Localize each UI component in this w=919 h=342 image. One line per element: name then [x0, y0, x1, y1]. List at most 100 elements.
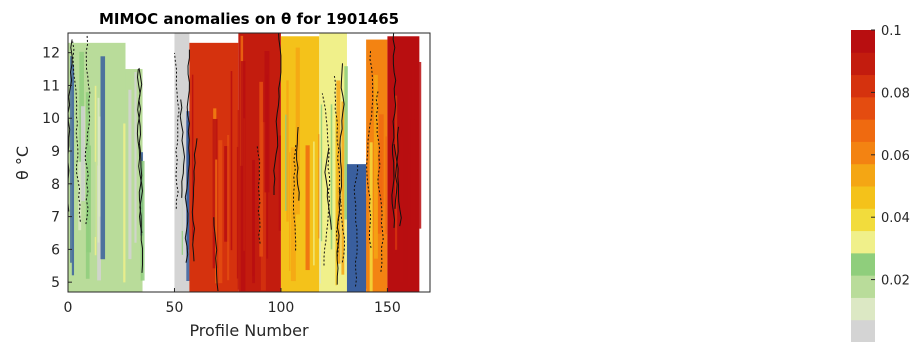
heatmap-cell: [341, 101, 345, 275]
heatmap-cell: [417, 61, 422, 229]
heatmap-block: [125, 69, 145, 292]
colorbar-segment: [851, 186, 875, 209]
heatmap-cell: [140, 160, 145, 281]
colorbar-segment: [851, 297, 875, 321]
contour-line: [324, 147, 332, 230]
contour-line: [256, 145, 261, 244]
x-axis-label: Profile Number: [189, 321, 309, 340]
colorbar-tick-label: 0.04: [881, 211, 910, 226]
heatmap-cell: [227, 134, 230, 281]
x-axis: 0 50 100 150: [64, 288, 401, 316]
heatmap-cell: [313, 141, 315, 266]
y-axis-label: θ °C: [13, 146, 32, 180]
heatmap-cell: [411, 64, 415, 228]
plot-frame: [67, 32, 431, 293]
colorbar-segment: [851, 230, 875, 254]
heatmap-cell: [78, 161, 82, 231]
contour-line: [184, 49, 190, 263]
heatmap-cell: [179, 71, 185, 231]
colorbar-segment: [851, 319, 875, 342]
heatmap-cell: [336, 80, 341, 264]
heatmap-cell: [186, 111, 191, 282]
heatmap-cell: [260, 122, 266, 291]
colorbar-segment: [851, 163, 875, 187]
heatmap-cell: [344, 66, 348, 220]
contour-line: [321, 93, 331, 266]
colorbar-segment: [851, 208, 875, 232]
heatmap-cell: [330, 104, 333, 250]
contour-line: [273, 33, 282, 195]
contour-line: [336, 63, 345, 285]
colorbar-tick-label: 0.1: [881, 24, 902, 39]
heatmap-cell: [240, 61, 246, 291]
colorbar-segment: [851, 141, 875, 165]
x-tick-label: 0: [64, 300, 73, 316]
heatmap-cell: [385, 136, 387, 235]
heatmap-cell: [230, 71, 233, 251]
heatmap-cell: [210, 127, 213, 234]
heatmap-cell: [407, 153, 411, 287]
y-tick-label: 11: [42, 78, 60, 94]
contour-line: [394, 126, 399, 209]
heatmap-cell: [335, 114, 338, 286]
colorbar-segment: [851, 74, 875, 98]
heatmap-cell: [100, 56, 106, 260]
heatmap-cell: [319, 157, 321, 284]
colorbar-segment: [851, 30, 875, 53]
contour-line: [393, 144, 402, 227]
y-tick-label: 6: [51, 242, 60, 258]
heatmap-cell: [215, 159, 218, 284]
colorbar-segment: [851, 252, 875, 276]
contour-line: [179, 99, 186, 198]
heatmap-cell: [212, 118, 218, 269]
contour-line: [213, 217, 219, 292]
x-tick-label: 150: [374, 300, 401, 316]
y-tick-label: 10: [42, 111, 60, 127]
contour-line: [136, 68, 143, 233]
heatmap-cell: [68, 42, 126, 292]
colorbar-segment: [851, 52, 875, 76]
heatmap-cell: [305, 145, 310, 271]
heatmap-cell: [289, 152, 291, 271]
heatmap-cell: [191, 74, 194, 241]
heatmap-block: [280, 36, 323, 292]
heatmap-cell: [373, 74, 378, 259]
heatmap-block: [189, 42, 241, 292]
y-tick-label: 7: [51, 210, 60, 226]
heatmap-cell: [354, 221, 358, 274]
colorbar-segment: [851, 96, 875, 120]
heatmap-cell: [369, 142, 373, 292]
heatmap-cell: [278, 135, 282, 231]
heatmap-block: [68, 42, 126, 292]
colorbar-segment: [851, 119, 875, 142]
heatmap-cell: [92, 161, 96, 238]
y-tick-label: 12: [42, 46, 60, 62]
x-tick-label: 100: [268, 300, 295, 316]
heatmap-cell: [81, 106, 85, 202]
heatmap-cell: [351, 200, 353, 247]
heatmap-cell: [286, 80, 289, 222]
colorbar-tick-label: 0.02: [881, 274, 910, 289]
contour-line: [338, 188, 346, 263]
chart-title: MIMOC anomalies on θ for 1901465: [99, 10, 399, 28]
contour-line: [353, 163, 359, 287]
heatmap-cell: [379, 114, 384, 206]
colorbar-tick-label: 0.06: [881, 149, 910, 164]
heatmap-cell: [224, 146, 229, 242]
contour-line: [366, 51, 374, 248]
heatmap-block: [387, 36, 422, 292]
heatmap-cell: [86, 145, 91, 253]
heatmap-cell: [134, 72, 137, 243]
heatmap-cell: [399, 136, 404, 283]
x-tick-label: 50: [166, 300, 184, 316]
colorbar-segment: [851, 275, 875, 298]
y-tick-label: 8: [51, 177, 60, 193]
heatmap-block: [319, 33, 348, 292]
heatmap-cell: [98, 116, 101, 217]
heatmap-cell: [71, 64, 75, 276]
heatmap-cell: [123, 123, 126, 283]
y-tick-label: 9: [51, 144, 60, 160]
contour-line: [293, 143, 297, 251]
colorbar: 0.02 0.04 0.06 0.08 0.1: [851, 24, 910, 342]
